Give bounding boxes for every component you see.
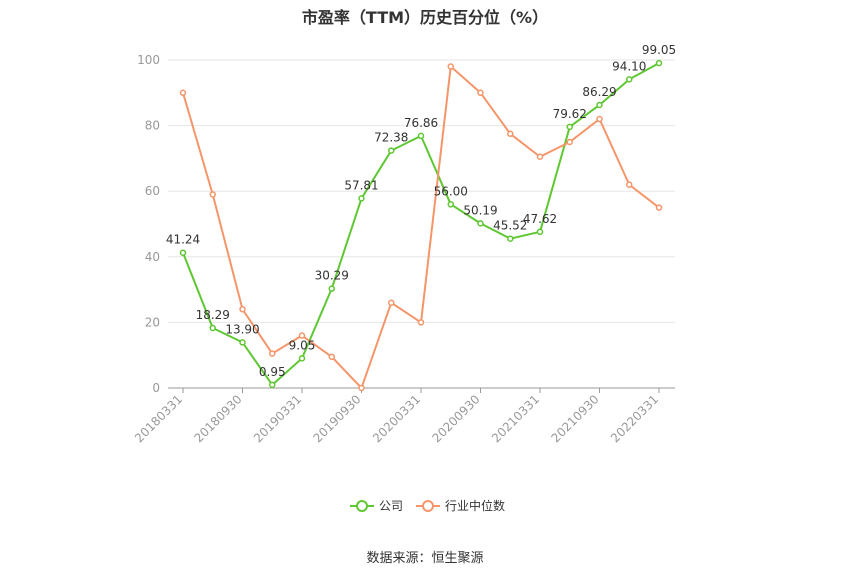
y-tick-label: 60 (145, 184, 160, 198)
x-tick-label: 20190331 (251, 392, 304, 445)
legend-label: 行业中位数 (445, 498, 505, 513)
data-label: 30.29 (315, 269, 349, 283)
chart-title: 市盈率（TTM）历史百分位（%） (301, 8, 549, 27)
data-point (179, 249, 187, 256)
data-point (447, 201, 454, 208)
data-label: 76.86 (404, 116, 438, 130)
data-point (596, 101, 603, 109)
data-point (477, 89, 484, 97)
data-point (209, 191, 216, 198)
data-label: 99.05 (642, 43, 676, 57)
data-point (328, 285, 335, 292)
data-point (239, 306, 246, 313)
y-tick-label: 20 (145, 315, 160, 329)
data-point (417, 132, 425, 140)
legend[interactable]: 公司 行业中位数 (350, 498, 505, 513)
y-tick-label: 100 (137, 53, 160, 67)
series-line-company (182, 62, 660, 386)
data-point (179, 89, 187, 97)
x-tick-label: 20190930 (311, 392, 364, 445)
data-point (536, 228, 544, 236)
data-point (596, 115, 603, 123)
data-point (655, 59, 663, 67)
data-point (358, 195, 365, 202)
data-label: 56.00 (434, 184, 468, 198)
data-point (239, 339, 246, 346)
data-label: 18.29 (196, 308, 230, 322)
x-tick-label: 20180331 (132, 392, 185, 445)
data-point (417, 319, 425, 326)
data-label: 13.90 (225, 322, 259, 336)
y-tick-label: 0 (152, 381, 160, 395)
data-label: 50.19 (463, 203, 497, 217)
x-tick-label: 20220331 (608, 392, 661, 445)
data-point (388, 299, 395, 306)
data-point (477, 220, 484, 227)
data-source-note: 数据来源：恒生聚源 (366, 551, 484, 566)
axes: 0 20 40 60 80 100 20180331 20180930 20190331 2019… (132, 53, 675, 445)
y-tick-label: 40 (145, 250, 160, 264)
series-group (179, 59, 663, 392)
legend-item-company[interactable]: 公司 (350, 499, 403, 513)
data-label: 9.05 (289, 338, 316, 352)
data-point (536, 153, 544, 161)
data-point (626, 76, 633, 83)
x-tick-label: 20180930 (192, 392, 245, 445)
data-point (298, 355, 306, 362)
legend-label: 公司 (379, 499, 403, 513)
x-tick-label: 20200331 (370, 392, 423, 445)
data-label: 79.62 (553, 107, 587, 121)
data-label: 72.38 (374, 131, 408, 145)
data-point (328, 353, 335, 361)
data-label: 47.62 (523, 212, 557, 226)
legend-marker-icon (356, 500, 368, 512)
legend-item-industry-median[interactable]: 行业中位数 (416, 498, 505, 513)
y-tick-label: 80 (145, 119, 160, 133)
x-tick-label: 20210331 (489, 392, 542, 445)
grid (168, 59, 675, 323)
data-point (269, 381, 276, 389)
data-label: 41.24 (166, 233, 200, 247)
data-point (269, 350, 276, 357)
data-point (655, 204, 663, 211)
data-point (388, 147, 395, 154)
data-point (209, 324, 216, 332)
data-point (298, 332, 306, 339)
data-label: 45.52 (493, 219, 527, 233)
x-tick-label: 20210930 (549, 392, 602, 445)
x-tick-label: 20200930 (430, 392, 483, 445)
legend-marker-icon (422, 500, 434, 512)
data-label: 86.29 (582, 85, 616, 99)
data-point (358, 384, 365, 392)
data-label: 57.81 (344, 178, 378, 192)
data-point (447, 63, 454, 70)
data-label: 0.95 (259, 365, 286, 379)
data-label: 94.10 (612, 59, 646, 73)
data-point (507, 130, 514, 138)
data-point (566, 138, 573, 146)
data-point (626, 181, 633, 188)
data-point (566, 123, 573, 131)
data-point (507, 235, 514, 242)
